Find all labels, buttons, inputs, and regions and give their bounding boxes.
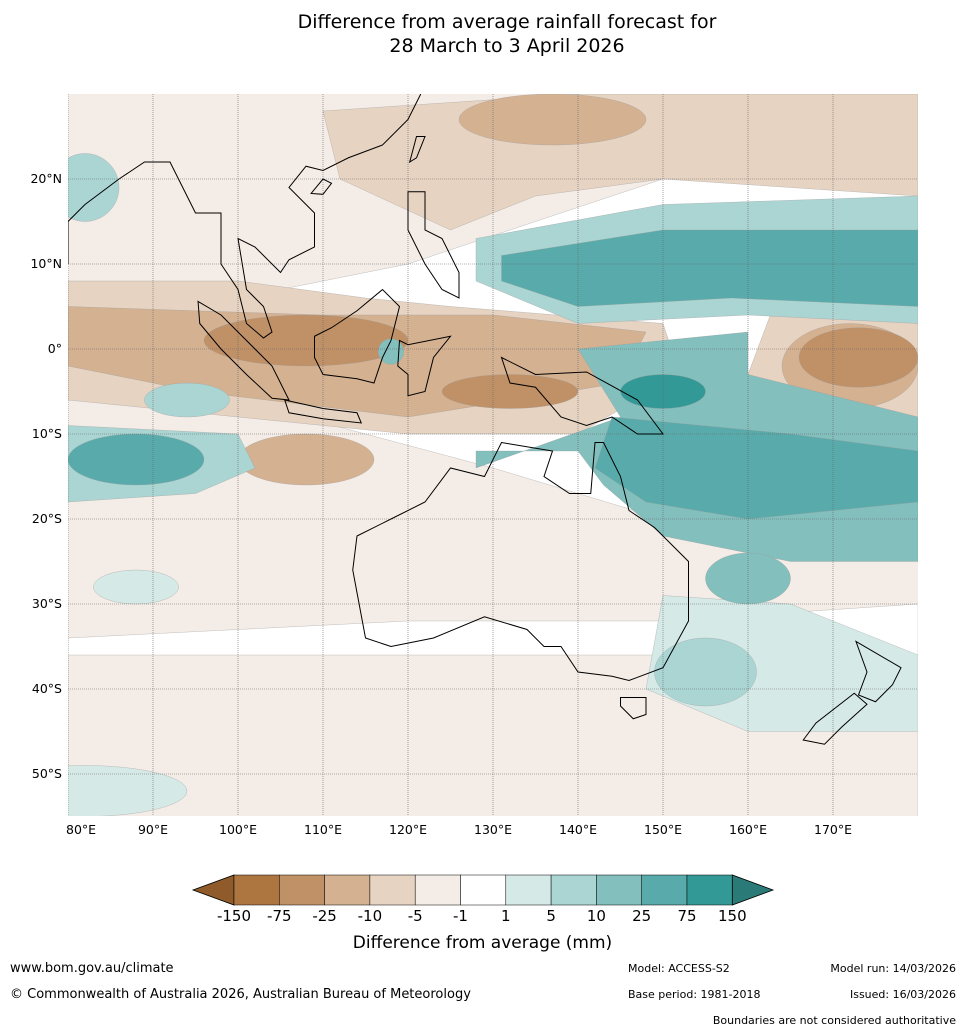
borneo-coast [314, 288, 401, 384]
zone-wet-bay [68, 153, 120, 222]
colorbar-segment [505, 874, 552, 906]
zone-dry-indian [237, 433, 375, 486]
colorbar-segment [233, 874, 280, 906]
colorbar-tick-label: -75 [267, 907, 292, 925]
zone-dry-north-core [458, 94, 647, 146]
colorbar-segment [596, 874, 642, 906]
footer-copyright: © Commonwealth of Australia 2026, Austra… [10, 987, 471, 1002]
zone-dry-pacific-core [798, 327, 918, 388]
title-line-1: Difference from average rainfall forecas… [297, 11, 717, 33]
lon-tick-label: 100°E [218, 822, 258, 837]
colorbar-tick-label: -150 [216, 907, 252, 925]
footer-model: Model: ACCESS-S2 [628, 962, 730, 975]
colorbar-segment [279, 874, 325, 906]
colorbar-tick-label: -1 [453, 907, 468, 925]
colorbar-tick-label: 10 [586, 907, 606, 925]
lon-tick-label: 90°E [137, 822, 169, 837]
zone-dry-equator-core [203, 314, 409, 367]
zone-wet-tasman-core [654, 637, 757, 707]
colorbar [191, 874, 775, 906]
zone-wet-borneo [378, 338, 404, 365]
lat-tick-label: 10°N [30, 256, 62, 271]
lon-tick-label: 120°E [388, 822, 428, 837]
asia-coast [68, 94, 422, 339]
lat-tick-label: 20°N [30, 171, 62, 186]
footer-model-run: Model run: 14/03/2026 [830, 962, 956, 975]
lat-tick-label: 50°S [31, 766, 62, 781]
colorbar-tick-label: -5 [407, 907, 423, 925]
chart-title: Difference from average rainfall forecas… [0, 10, 965, 58]
taiwan-coast [408, 136, 426, 164]
lat-tick-label: 40°S [31, 681, 62, 696]
zone-wet-indian-core [68, 433, 205, 486]
zone-wet-indian-north [144, 382, 230, 418]
sumatra-coast [197, 300, 290, 401]
zone-wet-pacific-core [501, 229, 918, 307]
lon-tick-label: 80°E [66, 822, 97, 837]
zone-dry-banda [441, 374, 579, 409]
hainan-coast [310, 178, 333, 195]
colorbar-tick-label: 5 [546, 907, 556, 925]
colorbar-title: Difference from average (mm) [352, 933, 613, 953]
colorbar-segment [460, 874, 507, 906]
colorbar-tick-label: 25 [632, 907, 652, 925]
tasmania-coast [620, 697, 647, 720]
lon-tick-label: 170°E [813, 822, 853, 837]
footer-issued: Issued: 16/03/2026 [849, 988, 956, 1001]
nz-north-island [855, 640, 902, 703]
colorbar-tick-label: -25 [312, 907, 337, 925]
colorbar-extend-low [191, 874, 235, 906]
colorbar-segment [686, 874, 733, 906]
colorbar-segment [369, 874, 416, 906]
footer-disclaimer: Boundaries are not considered authoritat… [712, 1014, 956, 1027]
zone-wet-south [68, 765, 188, 816]
philippines-coast [407, 191, 460, 299]
lon-tick-label: 150°E [643, 822, 683, 837]
zone-wet-solomon [620, 374, 706, 409]
anomaly-field [68, 94, 918, 816]
colorbar-segment [324, 874, 371, 906]
colorbar-tick-label: 150 [717, 907, 747, 925]
sulawesi-coast [397, 335, 452, 397]
colorbar-tick-label: 1 [501, 907, 511, 925]
title-line-2: 28 March to 3 April 2026 [389, 35, 625, 57]
australia-coast [352, 441, 689, 682]
lon-tick-label: 140°E [558, 822, 598, 837]
lon-tick-label: 160°E [728, 822, 768, 837]
colorbar-segment [641, 874, 688, 906]
colorbar-extend-high [731, 874, 775, 906]
colorbar-tick-label: -10 [357, 907, 383, 925]
footer-url[interactable]: www.bom.gov.au/climate [10, 961, 174, 976]
footer-base-period: Base period: 1981-2018 [628, 988, 761, 1001]
lat-tick-label: 10°S [31, 426, 62, 441]
java-coast [283, 399, 363, 424]
lat-tick-label: 30°S [31, 596, 62, 611]
nz-south-island [802, 692, 868, 745]
colorbar-tick-label: 75 [677, 907, 697, 925]
coastlines [68, 94, 902, 745]
colorbar-segment [550, 874, 597, 906]
lon-tick-label: 130°E [473, 822, 513, 837]
lon-tick-label: 110°E [303, 822, 343, 837]
lat-tick-label: 0° [47, 341, 62, 356]
zone-wet-sw [93, 569, 179, 605]
lat-tick-label: 20°S [31, 511, 62, 526]
new-guinea-coast [500, 356, 664, 435]
colorbar-segment [414, 874, 461, 906]
